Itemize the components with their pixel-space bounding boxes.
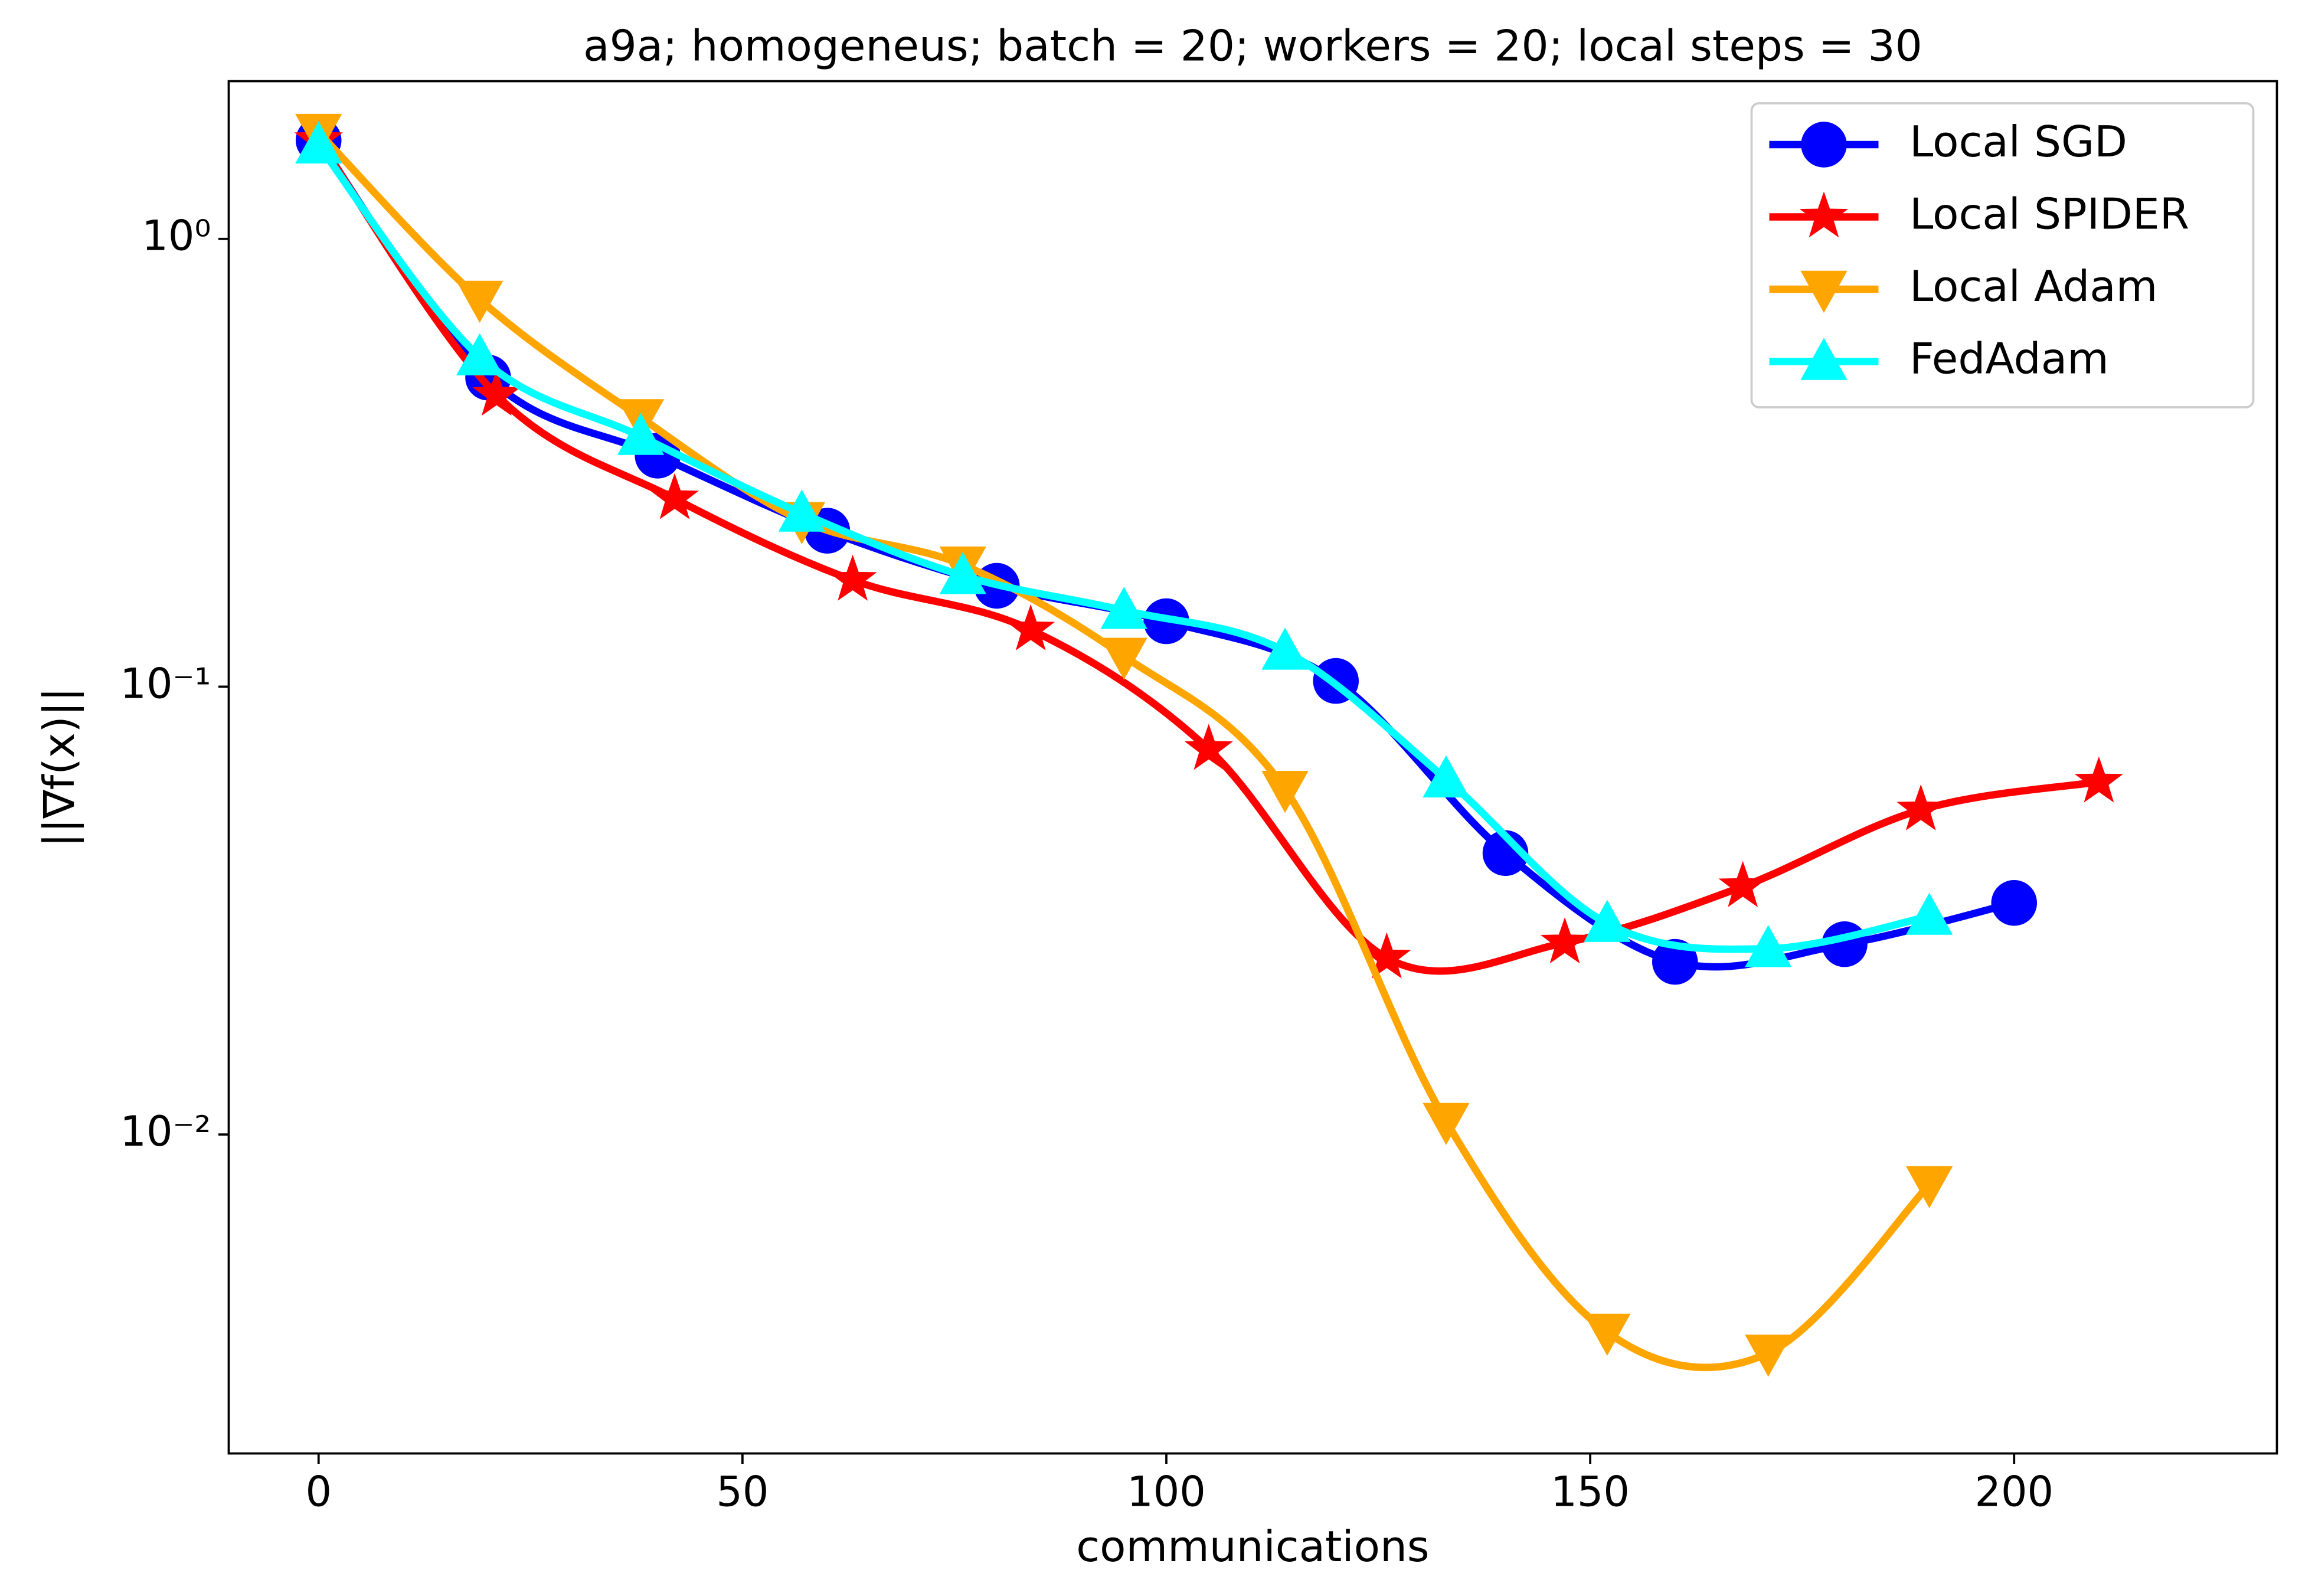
x-tick-label: 200 (1974, 1468, 2054, 1516)
marker (1100, 587, 1147, 629)
marker (1423, 1103, 1470, 1145)
marker (617, 413, 665, 455)
marker (1906, 1166, 1953, 1209)
marker (1184, 724, 1233, 770)
marker (1896, 784, 1945, 830)
marker (295, 121, 342, 163)
marker (828, 554, 877, 601)
axes-frame (227, 80, 2278, 1455)
x-tick-label: 0 (305, 1468, 332, 1516)
marker (1652, 938, 1698, 985)
marker (1801, 122, 1847, 168)
legend-box (1750, 102, 2255, 408)
marker (1800, 338, 1848, 380)
marker (650, 473, 699, 519)
marker (1584, 1313, 1631, 1356)
marker (1006, 604, 1055, 650)
marker (2074, 756, 2123, 803)
legend-label: Local Adam (1909, 262, 2157, 312)
y-tick-label: 10⁻¹ (120, 659, 211, 708)
marker (456, 333, 503, 375)
marker (1584, 900, 1631, 942)
legend-label: Local SPIDER (1909, 190, 2189, 240)
marker (1745, 1335, 1792, 1377)
marker (939, 552, 986, 594)
chart-title: a9a; homogeneus; batch = 20; workers = 2… (583, 22, 1922, 71)
marker (1423, 755, 1470, 798)
legend-label: FedAdam (1909, 335, 2109, 384)
marker (1745, 925, 1792, 967)
y-axis-label: ||∇f(x)|| (35, 687, 84, 847)
legend: Local SGD Local SPIDER Local Adam FedAdam (1750, 102, 2255, 408)
y-tick-label: 10⁰ (142, 212, 211, 260)
marker (1100, 637, 1147, 680)
marker (1800, 270, 1848, 313)
marker (1540, 917, 1590, 964)
series-line (316, 129, 1932, 1372)
marker (1261, 627, 1309, 670)
y-tick-label: 10⁻² (120, 1107, 211, 1156)
marker (1799, 191, 1849, 238)
plot-area: 0 50 100 150 200 10⁰ 10⁻¹ 10⁻² (120, 113, 2123, 1516)
marker (1362, 932, 1411, 979)
marker (1261, 771, 1309, 813)
x-tick-label: 150 (1551, 1468, 1630, 1516)
x-tick-label: 50 (716, 1468, 769, 1516)
marker (1906, 892, 1953, 935)
marker (778, 489, 826, 532)
marker (1718, 861, 1767, 907)
x-axis-label: communications (1076, 1522, 1429, 1572)
marker (456, 280, 503, 323)
x-tick-label: 100 (1127, 1468, 1206, 1516)
marker (1991, 879, 2038, 926)
legend-label: Local SGD (1909, 117, 2127, 167)
marker (472, 369, 521, 416)
